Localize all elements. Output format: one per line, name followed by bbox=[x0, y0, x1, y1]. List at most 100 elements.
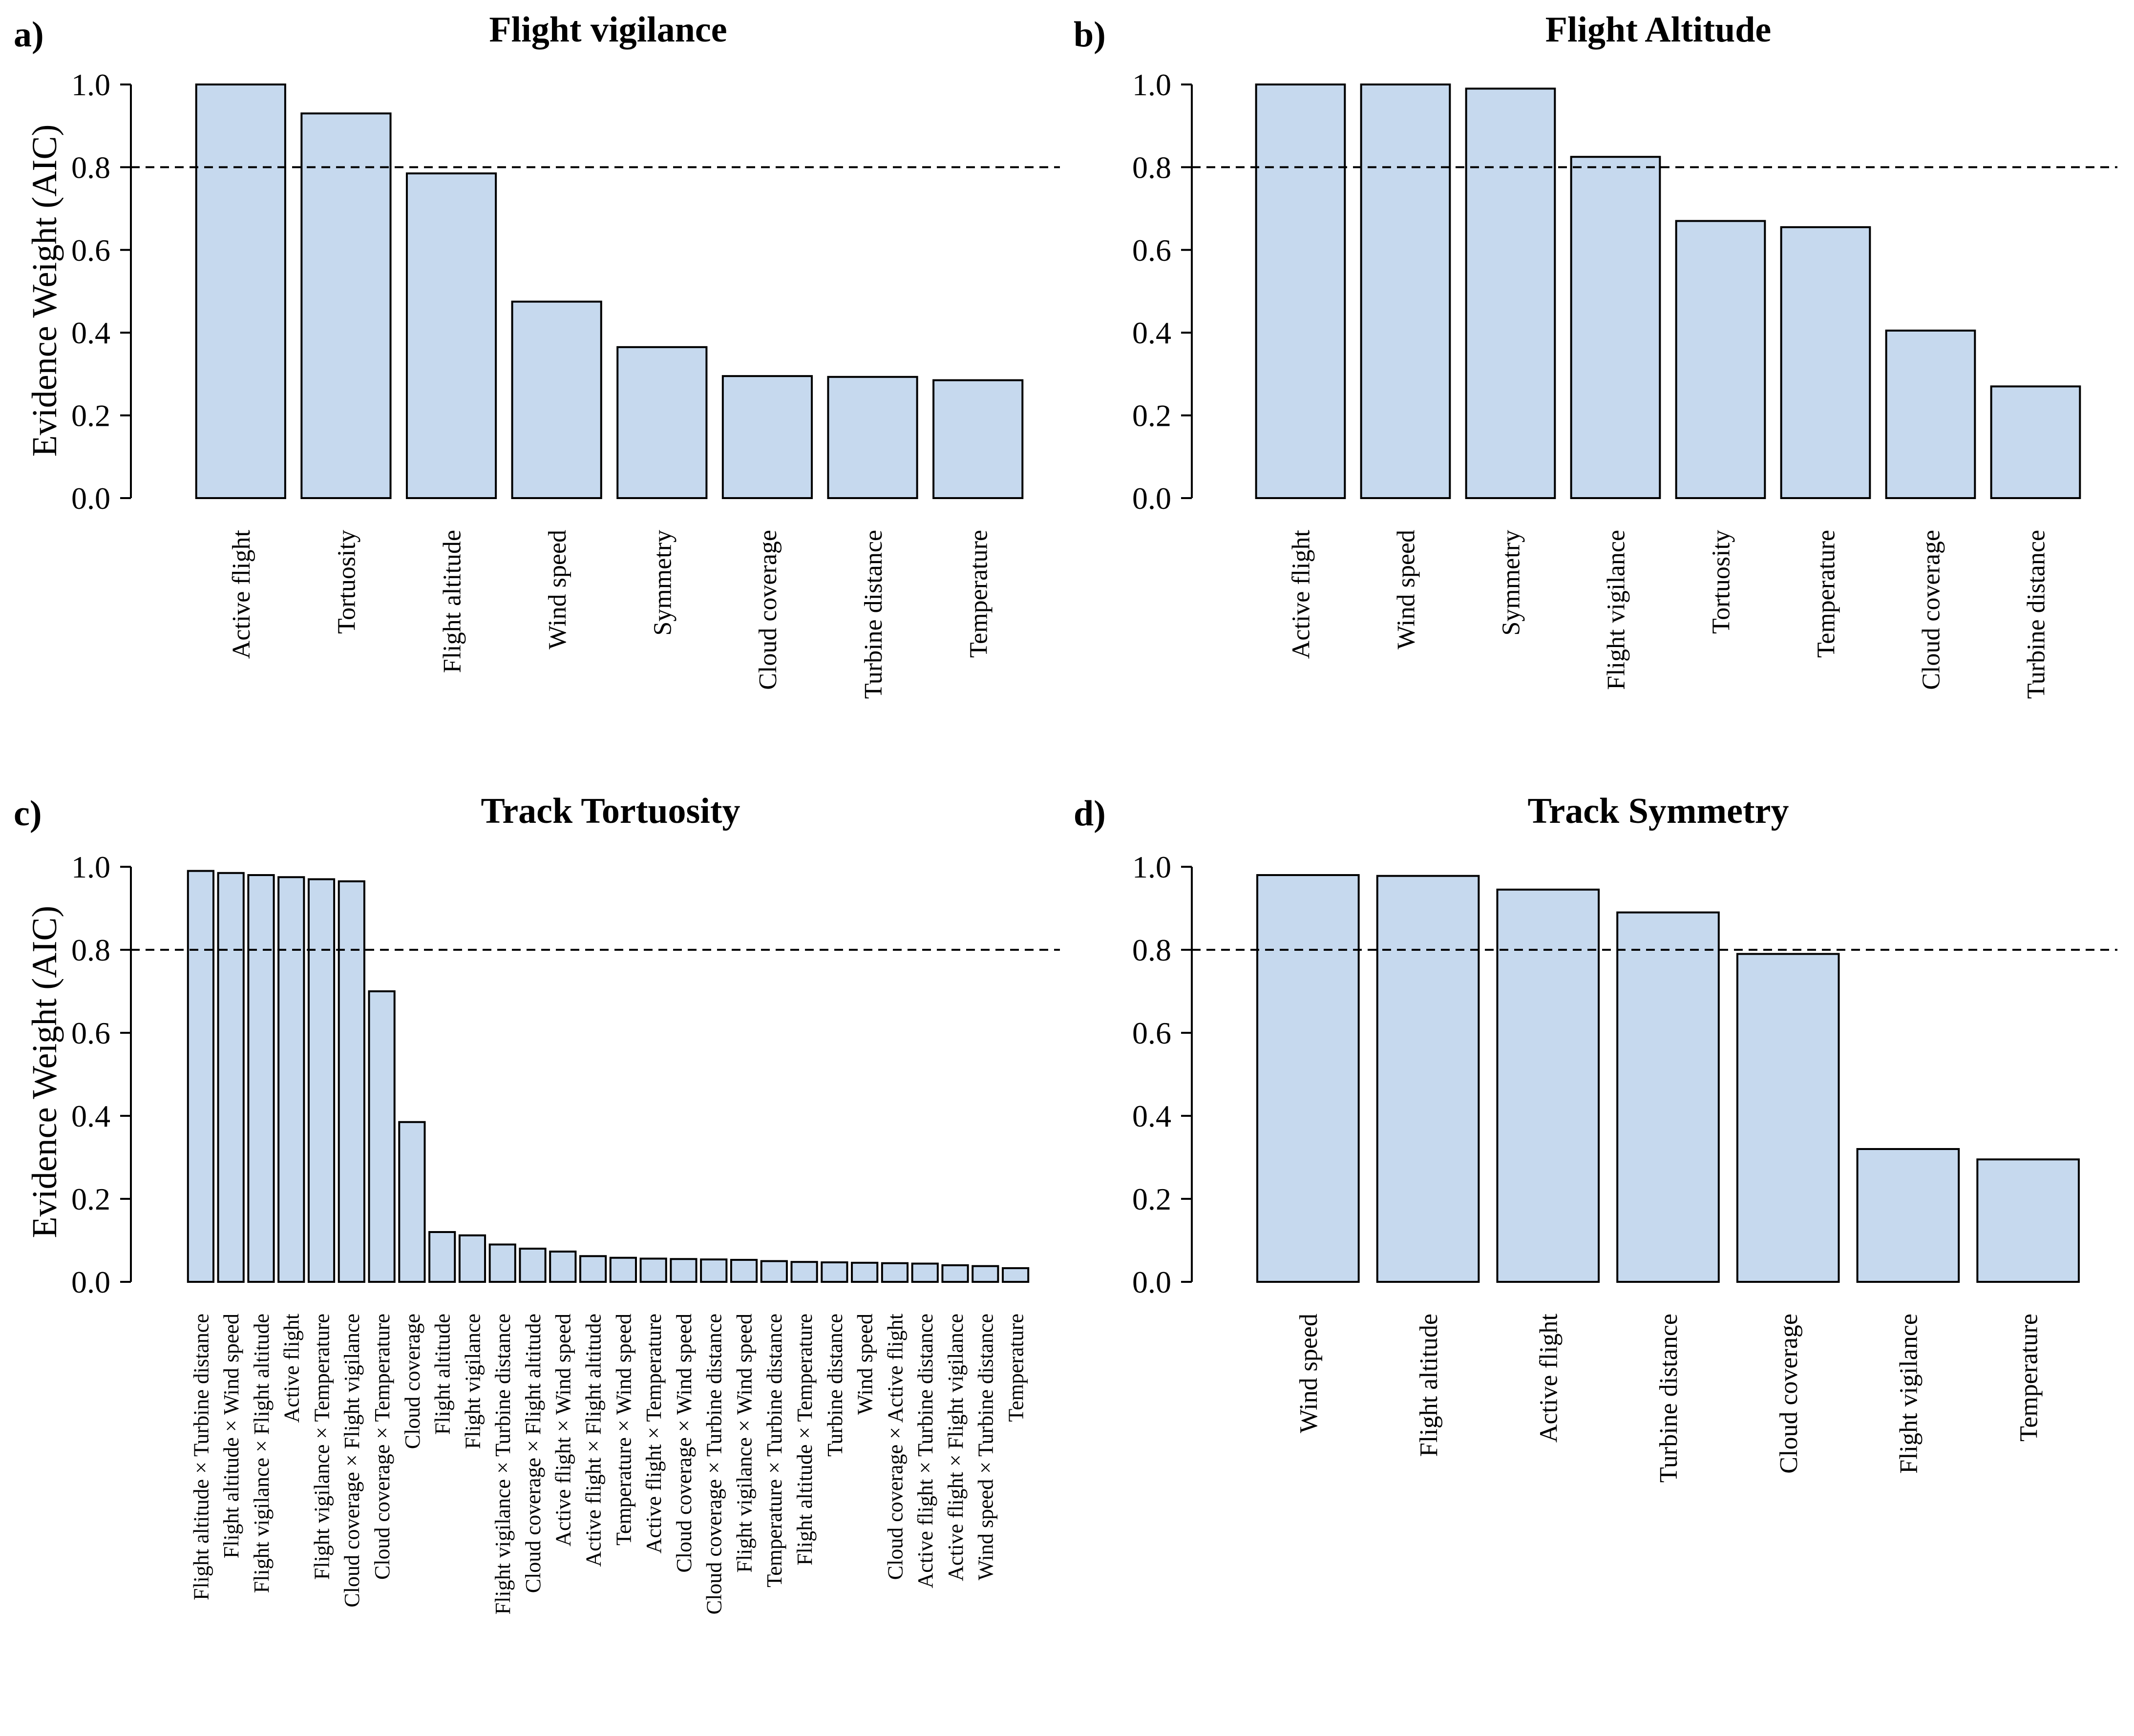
panel-c-category-label: Cloud coverage bbox=[401, 1314, 424, 1449]
panel-c-bar bbox=[307, 878, 336, 1283]
panel-c-category-label: Flight vigilance × Temperature bbox=[310, 1314, 334, 1580]
panel-d-bar bbox=[1496, 888, 1600, 1283]
panel-a-category-label: Symmetry bbox=[649, 530, 677, 636]
panel-c-y-tick-label: 0.0 bbox=[71, 1265, 110, 1299]
panel-a-category-label: Flight altitude bbox=[438, 530, 466, 673]
panel-d-category-label: Temperature bbox=[2015, 1314, 2043, 1442]
panel-d-title: Track Symmetry bbox=[1528, 791, 1789, 831]
panel-a-y-tick-label: 0.2 bbox=[71, 398, 110, 433]
panel-b-bar bbox=[1570, 156, 1661, 500]
panel-c-bar bbox=[247, 874, 275, 1283]
panel-d-bar bbox=[1736, 953, 1840, 1283]
panel-b-bar bbox=[1885, 329, 1976, 500]
panel-d-bar bbox=[1616, 911, 1720, 1283]
panel-b-category-label: Symmetry bbox=[1498, 530, 1525, 636]
panel-c-category-label: Flight altitude × Temperature bbox=[793, 1314, 817, 1566]
panel-b-category-label: Turbine distance bbox=[2023, 530, 2050, 699]
panel-a-bar bbox=[616, 346, 708, 499]
panel-c-title: Track Tortuosity bbox=[481, 791, 740, 831]
panel-a-y-axis-label: Evidence Weight (AIC) bbox=[25, 125, 64, 457]
panel-c-category-label: Turbine distance bbox=[823, 1314, 847, 1457]
panel-b-y-tick-label: 0.6 bbox=[1132, 233, 1171, 268]
panel-c-bar bbox=[217, 872, 245, 1283]
panel-c-category-label: Active flight × Temperature bbox=[642, 1314, 666, 1553]
panel-c-category-label: Cloud coverage × Temperature bbox=[370, 1314, 394, 1580]
panel-b-bar bbox=[1675, 220, 1766, 499]
panel-a-category-label: Cloud coverage bbox=[754, 530, 782, 690]
panel-c-bar bbox=[700, 1258, 728, 1283]
panel-a-bar bbox=[932, 379, 1024, 499]
panel-c-category-label: Cloud coverage × Wind speed bbox=[672, 1314, 696, 1573]
panel-c-category-label: Flight vigilance bbox=[461, 1314, 485, 1449]
panel-b-letter: b) bbox=[1074, 15, 1106, 55]
panel-c-category-label: Flight vigilance × Wind speed bbox=[732, 1314, 756, 1573]
panel-a-y-tick-label: 1.0 bbox=[71, 67, 110, 102]
panel-a-category-label: Active flight bbox=[228, 529, 255, 659]
panel-a-bar bbox=[300, 112, 392, 500]
panel-b-plot: 0.0 0.2 0.4 0.6 0.8 1.0 Active flight Wind spee… bbox=[1132, 67, 2117, 699]
panel-a-plot: 0.0 0.2 0.4 0.6 0.8 1.0 Active flight Tortuosit… bbox=[71, 67, 1060, 699]
panel-a-bar bbox=[827, 376, 918, 499]
panel-b-bar bbox=[1255, 84, 1346, 499]
panel-c-category-label: Active flight bbox=[280, 1314, 304, 1423]
panel-c-plot: 0.0 0.2 0.4 0.6 0.8 1.0 Flight altitude × Turb… bbox=[71, 850, 1060, 1614]
panel-c-bar bbox=[821, 1261, 848, 1283]
panel-c-bar bbox=[338, 880, 365, 1283]
panel-b-bar bbox=[1990, 385, 2081, 499]
panel-d-y-tick-label: 0.8 bbox=[1132, 933, 1171, 967]
panel-d-plot: 0.0 0.2 0.4 0.6 0.8 1.0 Wind speed Flight altit… bbox=[1132, 850, 2117, 1483]
panel-d-category-label: Flight vigilance bbox=[1895, 1314, 1923, 1474]
panel-c-letter: c) bbox=[14, 794, 42, 834]
panel-c-bar bbox=[639, 1257, 667, 1283]
panel-c-bar bbox=[277, 876, 305, 1283]
panel-d-y-tick-label: 0.2 bbox=[1132, 1182, 1171, 1216]
panel-c-bar bbox=[790, 1261, 818, 1283]
panel-c-y-tick-label: 0.4 bbox=[71, 1099, 110, 1133]
panel-a-y-tick-label: 0.4 bbox=[71, 315, 110, 350]
panel-c-category-label: Temperature bbox=[1004, 1314, 1028, 1422]
panel-d: d) Track Symmetry 0.0 0.2 0.4 0.6 0.8 1.0 Wind… bbox=[1074, 791, 2117, 1483]
panel-c-category-label: Flight altitude × Turbine distance bbox=[189, 1314, 213, 1600]
panel-c-bar bbox=[609, 1256, 637, 1283]
panel-c-bar bbox=[458, 1234, 486, 1283]
panel-c-category-label: Cloud coverage × Turbine distance bbox=[702, 1314, 726, 1614]
panel-d-y-tick-label: 0.4 bbox=[1132, 1099, 1171, 1133]
panel-d-y-tick-label: 1.0 bbox=[1132, 850, 1171, 884]
panel-c-bar bbox=[579, 1255, 607, 1283]
panel-a-title: Flight vigilance bbox=[489, 10, 727, 50]
panel-c-bar bbox=[187, 870, 214, 1283]
panel-b-y-tick-label: 0.4 bbox=[1132, 315, 1171, 350]
panel-c-bar bbox=[730, 1258, 758, 1283]
panel-c-bar bbox=[941, 1264, 969, 1283]
panel-c-category-label: Cloud coverage × Flight vigilance bbox=[340, 1314, 364, 1608]
panel-b-y-tick-label: 0.2 bbox=[1132, 398, 1171, 433]
panel-c: c) Track Tortuosity Evidence Weight (AIC… bbox=[14, 791, 1060, 1614]
panel-d-category-label: Flight altitude bbox=[1415, 1314, 1443, 1457]
panel-c-bar bbox=[428, 1231, 456, 1283]
panel-c-category-label: Temperature × Wind speed bbox=[612, 1314, 635, 1546]
panel-b-y-tick-label: 0.8 bbox=[1132, 150, 1171, 185]
panel-c-bar bbox=[488, 1243, 516, 1283]
panel-b-category-label: Tortuosity bbox=[1708, 530, 1735, 634]
panel-a-y-tick-label: 0.6 bbox=[71, 233, 110, 268]
panel-c-y-tick-label: 0.8 bbox=[71, 933, 110, 967]
panel-d-bar bbox=[1376, 875, 1480, 1283]
panel-c-y-axis-label: Evidence Weight (AIC) bbox=[25, 906, 64, 1238]
panel-c-bar bbox=[670, 1258, 697, 1283]
panel-c-bar bbox=[760, 1260, 788, 1283]
panel-a-category-label: Wind speed bbox=[544, 530, 571, 649]
panel-d-category-label: Cloud coverage bbox=[1775, 1314, 1803, 1474]
panel-c-bar bbox=[398, 1121, 426, 1283]
panel-a-bar bbox=[405, 172, 497, 500]
panel-b-title: Flight Altitude bbox=[1545, 10, 1772, 50]
panel-b-category-label: Active flight bbox=[1288, 529, 1315, 659]
panel-c-bar bbox=[851, 1261, 879, 1283]
panel-d-bar bbox=[1976, 1158, 2080, 1283]
panel-b-bar bbox=[1780, 226, 1871, 499]
panel-c-bar bbox=[519, 1248, 547, 1283]
panel-b-category-label: Temperature bbox=[1813, 530, 1840, 658]
panel-c-category-label: Temperature × Turbine distance bbox=[762, 1314, 786, 1588]
panel-a-category-label: Turbine distance bbox=[860, 530, 887, 699]
panel-a-bar bbox=[195, 84, 286, 499]
